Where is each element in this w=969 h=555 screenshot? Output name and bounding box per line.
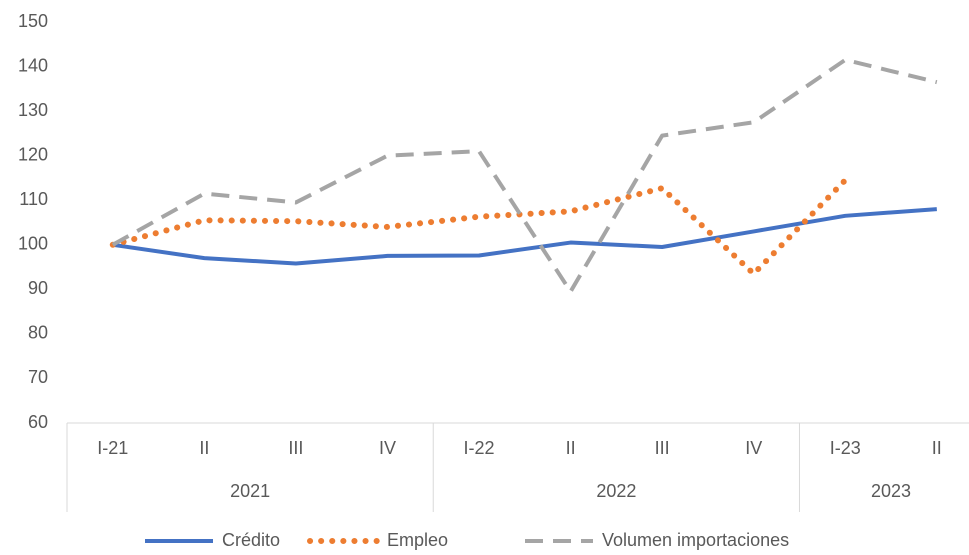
y-tick-label: 140: [18, 55, 48, 75]
x-tick-label: II: [566, 438, 576, 458]
y-tick-label: 120: [18, 144, 48, 164]
group-label: 2023: [871, 481, 911, 501]
y-tick-label: 90: [28, 278, 48, 298]
y-tick-label: 80: [28, 323, 48, 343]
y-tick-label: 150: [18, 11, 48, 31]
x-tick-label: III: [288, 438, 303, 458]
legend-label: Empleo: [387, 530, 448, 550]
legend-label: Volumen importaciones: [602, 530, 789, 550]
group-label: 2022: [596, 481, 636, 501]
series-line: [112, 207, 937, 266]
x-tick-label: II: [932, 438, 942, 458]
x-tick-label: I-23: [830, 438, 861, 458]
y-tick-label: 110: [19, 189, 48, 209]
y-tick-label: 70: [28, 367, 48, 387]
series-line: [111, 57, 938, 294]
group-label: 2021: [230, 481, 270, 501]
legend-label: Crédito: [222, 530, 280, 550]
y-tick-label: 130: [18, 100, 48, 120]
x-tick-label: I-22: [464, 438, 495, 458]
x-tick-label: I-21: [97, 438, 128, 458]
x-tick-label: II: [199, 438, 209, 458]
y-tick-label: 100: [18, 234, 48, 254]
x-tick-label: III: [655, 438, 670, 458]
x-tick-label: IV: [379, 438, 396, 458]
x-tick-label: IV: [745, 438, 762, 458]
y-tick-label: 60: [28, 412, 48, 432]
